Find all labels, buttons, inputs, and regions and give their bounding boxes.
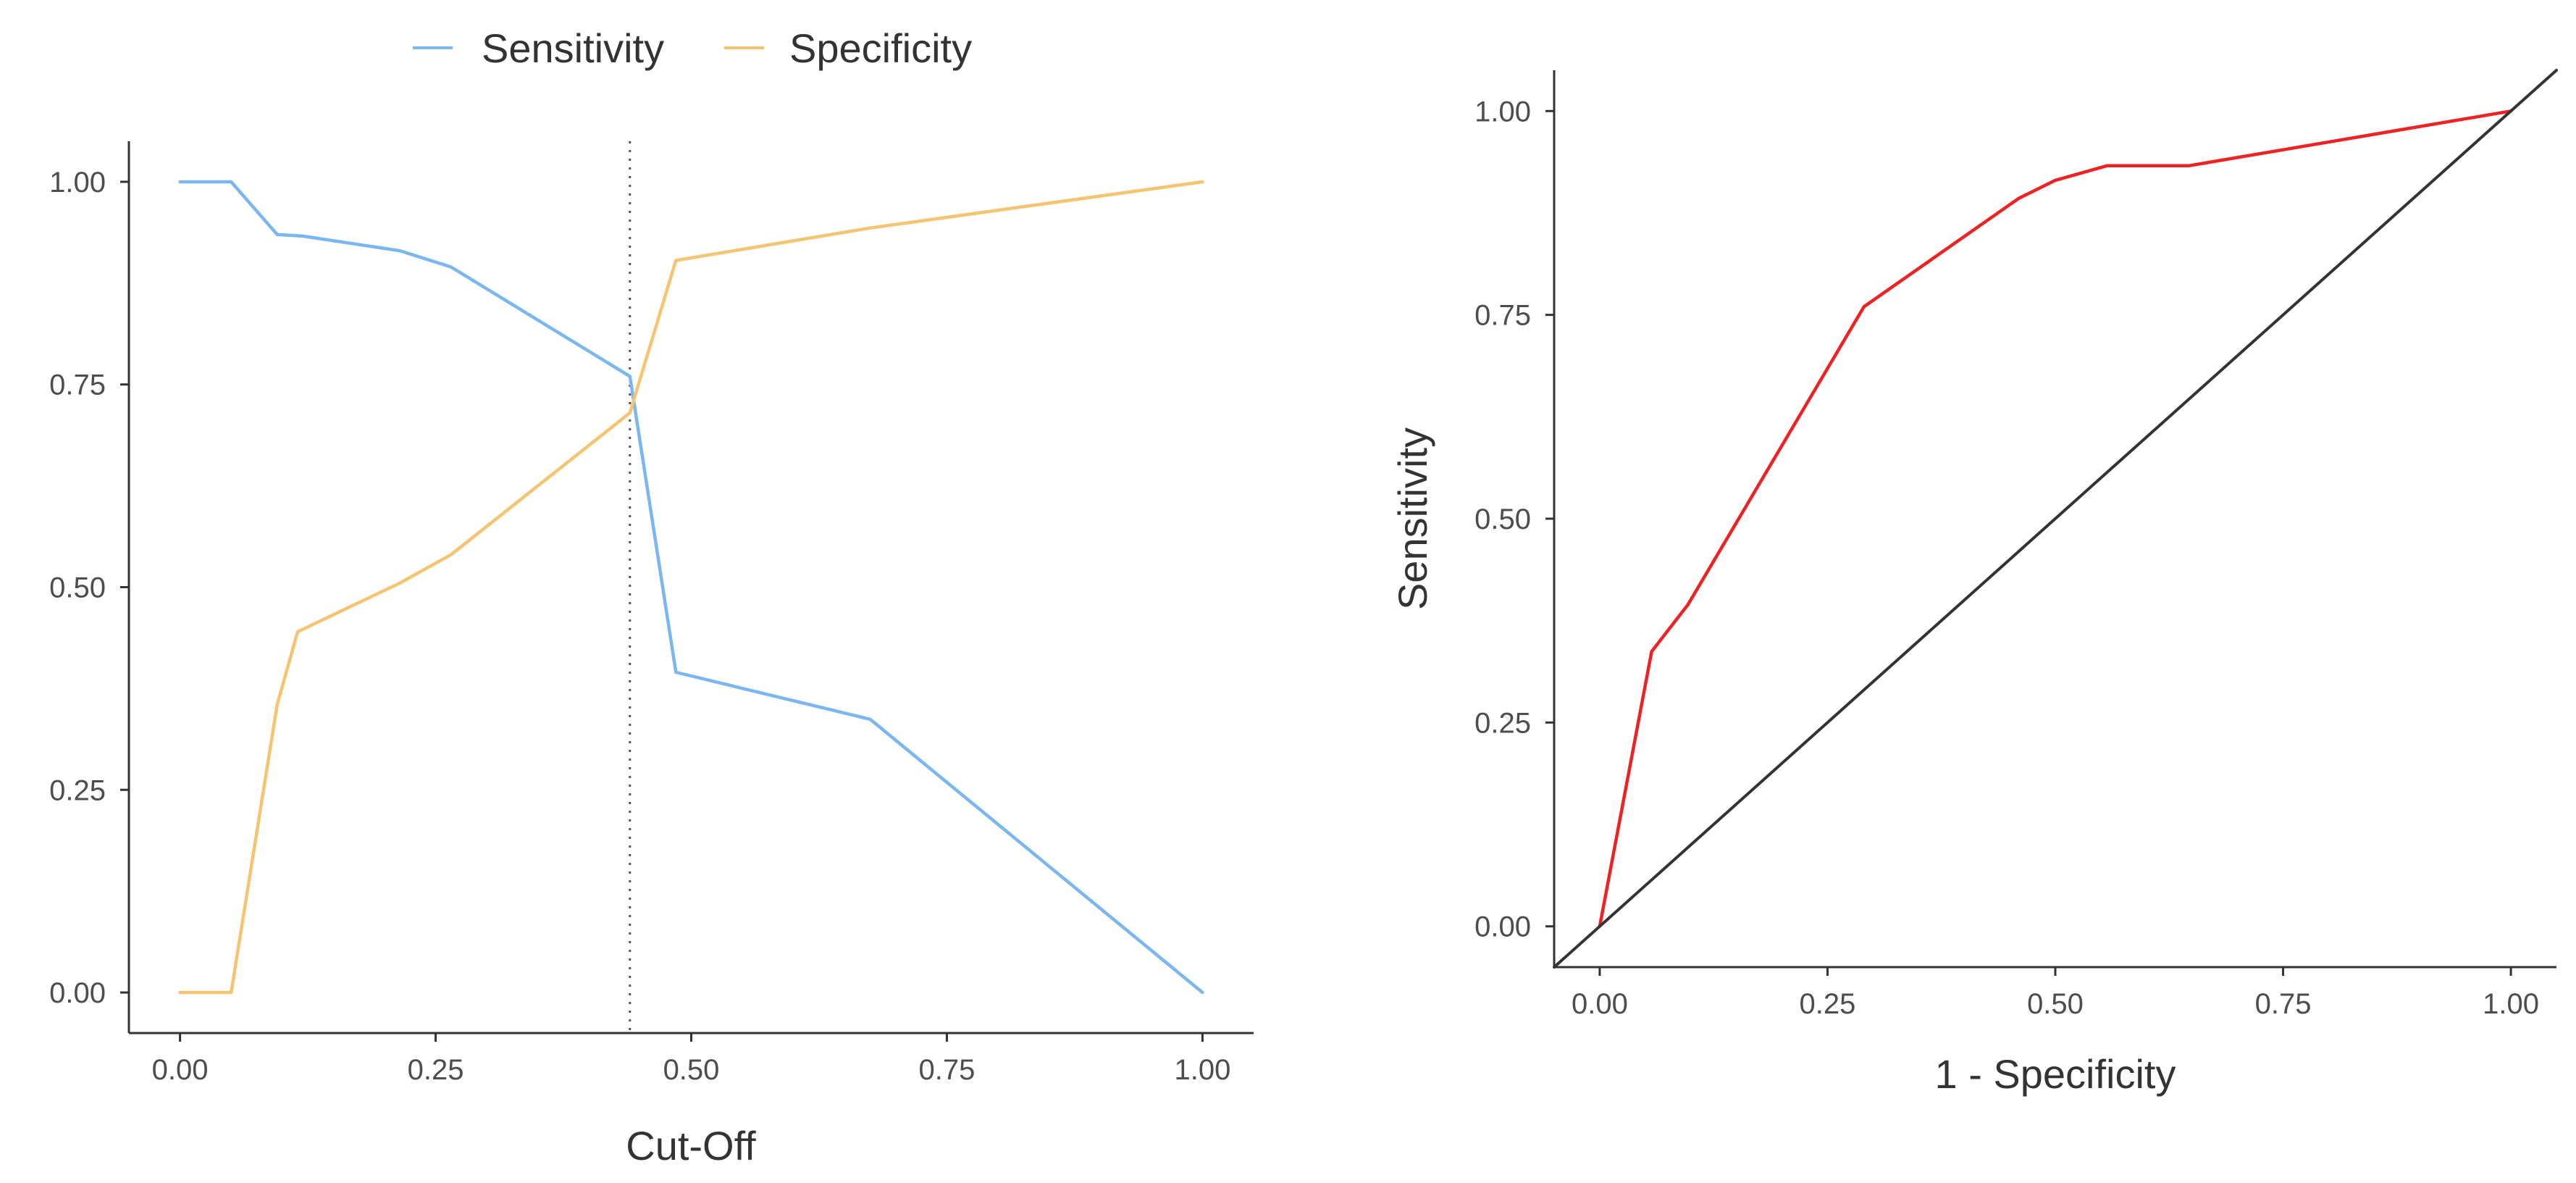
roc-chart-x-tick-label: 0.00 <box>1572 988 1628 1020</box>
cutoff-chart-series-sensitivity <box>178 180 1204 995</box>
roc-chart-y-tick-label: 0.75 <box>1474 300 1531 332</box>
cutoff-chart-series <box>178 141 1204 1033</box>
cutoff-chart-y-tick-label: 1.00 <box>49 167 106 198</box>
roc-chart-x-axis-title: 1 - Specificity <box>1935 1051 2176 1097</box>
roc-chart-y-tick-label: 0.25 <box>1474 707 1531 739</box>
roc-chart-y-tick-label: 0.00 <box>1474 911 1531 943</box>
roc-chart-y-tick-label: 1.00 <box>1474 96 1531 128</box>
roc-chart-series-reference <box>1553 69 2558 969</box>
cutoff-chart-x-tick-label: 0.00 <box>152 1054 209 1086</box>
roc-chart-series-roc <box>1598 109 2513 928</box>
roc-chart-x-tick-label: 0.25 <box>1800 988 1856 1020</box>
legend-label-sensitivity: Sensitivity <box>482 25 664 71</box>
roc-chart-series <box>1553 69 2558 969</box>
cutoff-chart: 0.00 0.25 0.50 0.75 1.00 0.00 0.25 0.50 0.75 1.00… <box>49 141 1254 1169</box>
cutoff-chart-y-tick-label: 0.50 <box>49 572 106 604</box>
roc-chart-x-tick-label: 0.50 <box>2027 988 2084 1020</box>
roc-chart-y-axis-title: Sensitivity <box>1390 427 1435 610</box>
legend: Sensitivity Specificity <box>413 25 972 71</box>
cutoff-chart-x-tick-label: 1.00 <box>1174 1054 1230 1086</box>
cutoff-chart-x-tick-label: 0.75 <box>919 1054 976 1086</box>
cutoff-chart-y-tick-label: 0.00 <box>49 977 106 1009</box>
roc-chart-x-tick-label: 1.00 <box>2483 988 2539 1020</box>
cutoff-chart-y-tick-label: 0.75 <box>49 369 106 401</box>
cutoff-chart-x-axis-title: Cut-Off <box>626 1123 756 1169</box>
roc-chart-x-tick-label: 0.75 <box>2255 988 2312 1020</box>
cutoff-chart-y-tick-label: 0.25 <box>49 774 106 806</box>
cutoff-chart-series-specificity <box>178 180 1204 995</box>
legend-label-specificity: Specificity <box>789 25 972 71</box>
roc-chart-y-tick-label: 0.50 <box>1474 503 1531 535</box>
cutoff-chart-x-tick-label: 0.25 <box>408 1054 464 1086</box>
roc-chart: 0.00 0.25 0.50 0.75 1.00 0.00 0.25 0.50 0.75 1.00… <box>1390 69 2558 1097</box>
cutoff-chart-x-tick-label: 0.50 <box>663 1054 720 1086</box>
